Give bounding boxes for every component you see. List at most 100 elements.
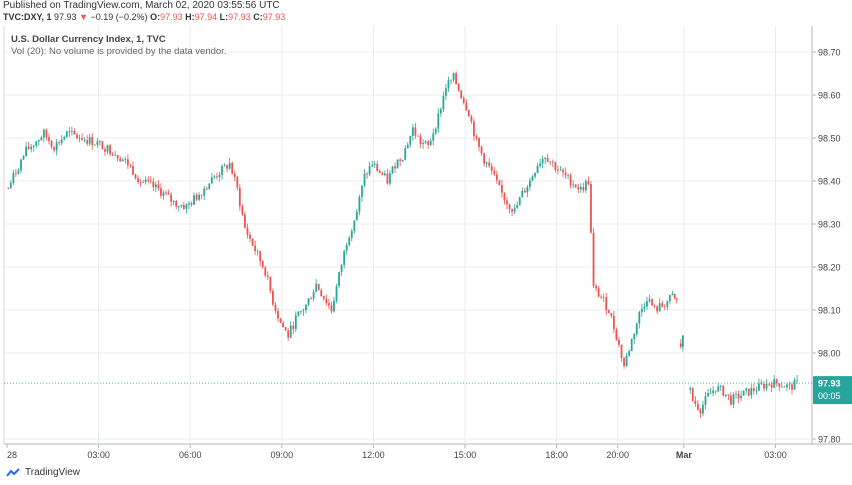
- candle-body: [704, 396, 707, 405]
- candle-body: [648, 299, 651, 302]
- candle-body: [307, 298, 310, 305]
- candle-body: [353, 220, 356, 231]
- candle-body: [50, 141, 53, 147]
- candle-body: [796, 379, 798, 381]
- candle-body: [409, 135, 412, 145]
- candle-body: [411, 127, 414, 136]
- symbol-ohlc-line: TVC:DXY, 1 97.93 ▼ −0.19 (−0.2%) O:97.93…: [3, 12, 285, 22]
- candle-body: [615, 329, 618, 340]
- candle-body: [55, 142, 58, 151]
- candle-body: [205, 188, 208, 190]
- candle-body: [32, 145, 35, 147]
- x-tick-label: 09:00: [271, 450, 294, 460]
- candle-body: [429, 140, 432, 145]
- candle-body: [712, 390, 715, 394]
- candle-body: [434, 128, 437, 134]
- candle-body: [294, 315, 297, 330]
- y-tick-label: 98.70: [818, 48, 841, 58]
- candle-body: [185, 204, 188, 209]
- candle-body: [238, 187, 241, 206]
- candle-body: [228, 162, 231, 169]
- price-badge-bg: [813, 376, 852, 405]
- candle-body: [368, 166, 371, 175]
- candle-body: [607, 310, 610, 314]
- candle-body: [503, 192, 506, 201]
- candle-body: [475, 136, 478, 139]
- candle-body: [244, 214, 246, 228]
- candle-body: [752, 388, 755, 391]
- candle-body: [735, 393, 737, 395]
- candle-body: [574, 184, 577, 188]
- candle-body: [417, 135, 419, 137]
- candle-body: [778, 383, 781, 387]
- candle-body: [129, 165, 132, 167]
- candle-body: [7, 187, 10, 189]
- candle-body: [465, 102, 468, 111]
- candle-body: [132, 165, 134, 175]
- candle-body: [269, 276, 272, 291]
- candle-body: [730, 395, 732, 405]
- candle-body: [577, 187, 580, 190]
- candle-body: [180, 204, 183, 206]
- candle-body: [9, 182, 12, 189]
- candle-body: [653, 305, 656, 307]
- candle-body: [696, 403, 699, 410]
- candle-body: [638, 312, 641, 324]
- candle-body: [737, 393, 740, 399]
- candle-body: [358, 196, 361, 212]
- candle-body: [470, 116, 473, 122]
- candle-body: [671, 293, 674, 296]
- candle-body: [719, 385, 722, 387]
- candle-body: [457, 84, 460, 91]
- candle-body: [516, 205, 519, 209]
- candle-body: [714, 390, 717, 392]
- candle-body: [526, 187, 529, 193]
- candle-body: [210, 177, 213, 184]
- candle-body: [702, 404, 704, 414]
- candle-body: [488, 162, 491, 167]
- candle-body: [12, 173, 15, 183]
- candle-body: [493, 170, 496, 175]
- candle-body: [170, 194, 173, 202]
- x-tick-label: 03:00: [87, 450, 110, 460]
- candle-body: [640, 308, 643, 313]
- candle-body: [559, 169, 562, 171]
- candle-body: [198, 194, 201, 200]
- candle-body: [297, 311, 300, 316]
- candle-body: [60, 139, 63, 144]
- candle-body: [549, 161, 552, 163]
- candle-body: [216, 176, 218, 178]
- candle-body: [381, 172, 384, 176]
- candle-body: [259, 251, 262, 262]
- candle-body: [261, 261, 264, 268]
- candle-body: [98, 141, 101, 143]
- candle-body: [462, 98, 465, 103]
- candle-body: [707, 393, 709, 397]
- candle-body: [264, 267, 267, 276]
- footer-brand[interactable]: TradingView: [6, 467, 80, 478]
- candle-body: [139, 182, 142, 183]
- candle-body: [233, 173, 236, 178]
- candle-body: [27, 146, 30, 149]
- candle-body: [529, 180, 531, 188]
- candle-body: [478, 138, 480, 147]
- candle-body: [104, 149, 106, 152]
- candle-body: [605, 297, 608, 311]
- x-tick-label: 03:00: [764, 450, 787, 460]
- candle-body: [317, 283, 320, 290]
- candle-body: [355, 211, 358, 221]
- candle-body: [114, 154, 117, 156]
- candle-body: [221, 166, 223, 175]
- candle-body: [399, 159, 402, 162]
- candle-body: [394, 166, 396, 169]
- candle-body: [414, 127, 417, 136]
- candle-body: [236, 177, 239, 188]
- candle-body: [386, 173, 389, 184]
- candle-body: [745, 388, 748, 391]
- candle-body: [557, 169, 559, 171]
- y-tick-label: 98.50: [818, 134, 841, 144]
- candle-body: [572, 184, 575, 186]
- candle-body: [73, 131, 76, 135]
- candle-body: [501, 185, 503, 193]
